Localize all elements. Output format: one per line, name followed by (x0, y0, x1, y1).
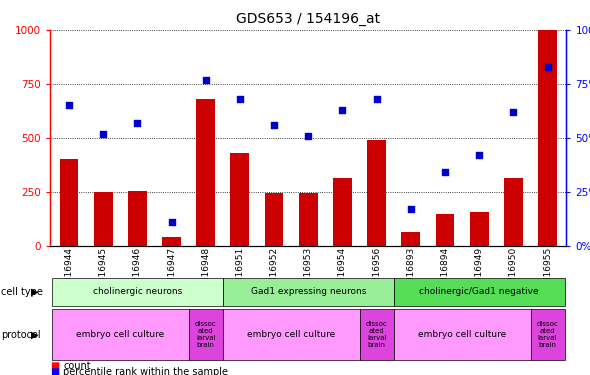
Text: ■: ■ (50, 367, 60, 375)
Point (337, 107, 347, 113)
Text: ▶: ▶ (31, 286, 38, 297)
Point (440, 170, 450, 176)
Text: count: count (63, 361, 91, 371)
Text: protocol: protocol (1, 330, 41, 340)
Bar (60, 159, 78, 246)
Bar (401, 232, 420, 246)
Bar (470, 212, 489, 246)
Point (167, 219, 176, 225)
Bar (94, 192, 113, 246)
Point (474, 152, 484, 158)
Text: ■: ■ (50, 361, 60, 371)
Bar (333, 178, 352, 246)
Point (99, 130, 108, 136)
Point (543, 64, 552, 70)
Text: embryo cell culture: embryo cell culture (76, 330, 165, 339)
Text: cholinergic/Gad1 negative: cholinergic/Gad1 negative (419, 287, 539, 296)
Point (64, 102, 74, 108)
Text: ▶: ▶ (31, 330, 38, 340)
Bar (162, 237, 181, 246)
Point (372, 96, 381, 102)
Text: Gad1 expressing neurons: Gad1 expressing neurons (251, 287, 366, 296)
Text: embryo cell culture: embryo cell culture (418, 330, 506, 339)
Text: cholinergic neurons: cholinergic neurons (93, 287, 182, 296)
Bar (231, 153, 250, 246)
Bar (435, 214, 454, 246)
Bar (265, 193, 283, 246)
Point (133, 120, 142, 126)
Bar (504, 178, 523, 246)
Text: percentile rank within the sample: percentile rank within the sample (63, 367, 228, 375)
Text: dissoc
ated
larval
brain: dissoc ated larval brain (195, 321, 217, 348)
Text: cell type: cell type (1, 286, 43, 297)
Text: dissoc
ated
larval
brain: dissoc ated larval brain (366, 321, 388, 348)
Point (201, 76, 211, 82)
Point (235, 96, 245, 102)
Bar (538, 30, 557, 246)
Point (509, 109, 518, 115)
Bar (299, 193, 317, 246)
Bar (128, 190, 147, 246)
Point (270, 122, 279, 128)
Text: embryo cell culture: embryo cell culture (247, 330, 335, 339)
Bar (367, 140, 386, 246)
Point (303, 133, 313, 139)
Title: GDS653 / 154196_at: GDS653 / 154196_at (236, 12, 381, 26)
Text: dissoc
ated
larval
brain: dissoc ated larval brain (537, 321, 559, 348)
Bar (196, 99, 215, 246)
Point (406, 206, 415, 212)
